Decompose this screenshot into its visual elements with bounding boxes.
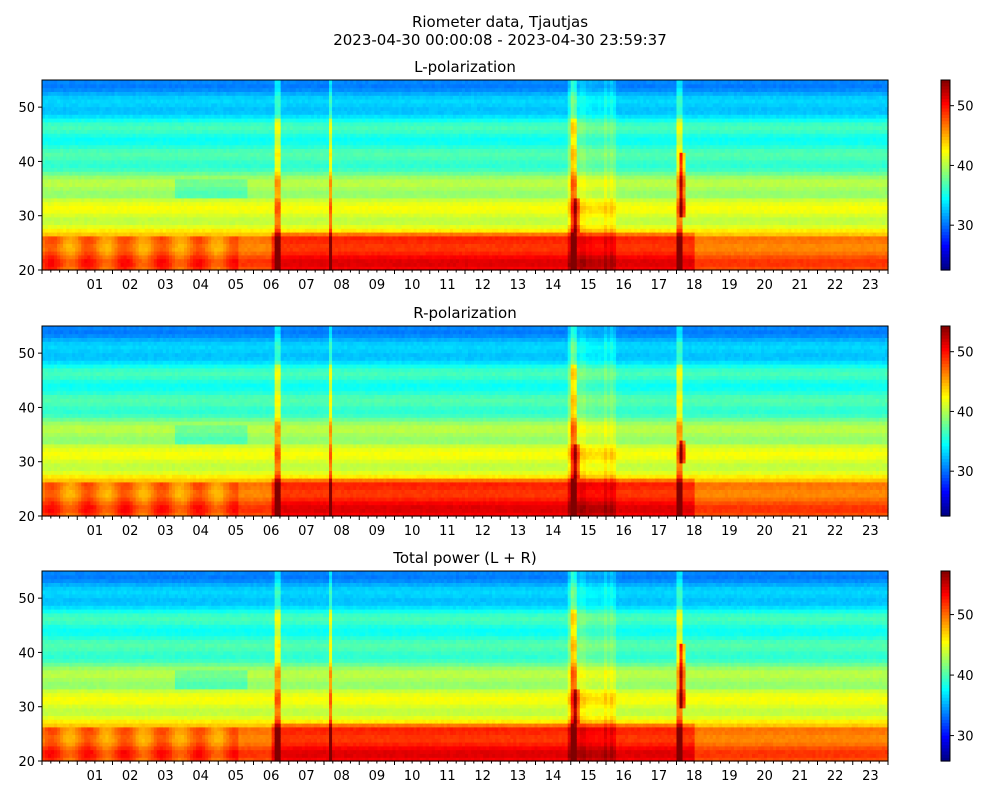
figure-svg: Riometer data, Tjautjas 2023-04-30 00:00… [0,0,1000,800]
figure: Riometer data, Tjautjas 2023-04-30 00:00… [0,0,1000,800]
heatmap [42,80,889,271]
figure-title-line2: 2023-04-30 00:00:08 - 2023-04-30 23:59:3… [333,31,667,49]
figure-title-line1: Riometer data, Tjautjas [412,13,588,31]
panel-title: L-polarization [414,58,516,76]
